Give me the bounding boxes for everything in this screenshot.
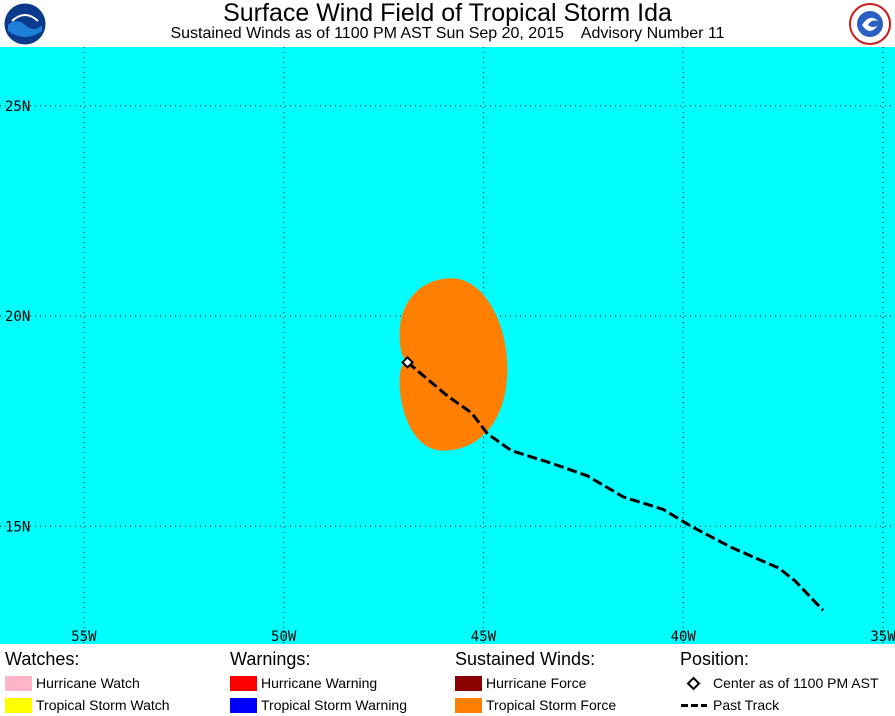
lon-label: 50W [271,629,297,644]
lat-label: 25N [5,99,30,115]
legend-watches: Watches: Hurricane Watch Tropical Storm … [5,648,170,716]
legend-item-tropical-storm-watch: Tropical Storm Watch [5,694,170,716]
legend-sustained-winds: Sustained Winds: Hurricane Force Tropica… [455,648,616,716]
legend-position: Position: Center as of 1100 PM AST Past … [680,648,879,716]
legend-label: Hurricane Warning [261,675,378,691]
lon-label: 55W [71,629,97,644]
legend-item-hurricane-warning: Hurricane Warning [230,672,407,694]
track-layer [401,355,825,612]
gridlines [0,47,895,644]
swatch-hurricane-force [455,675,482,691]
legend-label: Tropical Storm Warning [261,697,408,713]
legend-heading-watches: Watches: [5,649,80,669]
page-title: Surface Wind Field of Tropical Storm Ida [223,0,672,27]
noaa-logo [4,3,46,45]
lon-label: 40W [671,629,697,644]
storm-center-diamond [401,355,414,369]
legend-warnings: Warnings: Hurricane Warning Tropical Sto… [230,648,407,716]
swatch-hurricane-warning [230,675,257,691]
legend-item-tropical-storm-warning: Tropical Storm Warning [230,694,407,716]
swatch-tropical-storm-watch [5,697,32,713]
legend: Watches: Hurricane Watch Tropical Storm … [0,644,895,716]
legend-item-hurricane-force: Hurricane Force [455,672,616,694]
legend-heading-position: Position: [680,649,750,669]
legend-item-tropical-storm-force: Tropical Storm Force [455,694,616,716]
legend-label: Center as of 1100 PM AST [713,675,879,691]
past-track-line [406,361,825,612]
page-subtitle: Sustained Winds as of 1100 PM AST Sun Se… [170,25,725,42]
swatch-hurricane-watch [5,675,32,691]
swatch-tropical-storm-force [455,697,482,713]
header: Surface Wind Field of Tropical Storm Ida… [0,0,895,46]
legend-label: Hurricane Watch [36,675,140,691]
dashed-line-icon [680,698,707,713]
lon-label: 35W [870,629,895,644]
legend-heading-warnings: Warnings: [230,649,311,669]
legend-label: Tropical Storm Watch [36,697,170,713]
legend-label: Tropical Storm Force [486,697,617,713]
wind-field-layer [399,278,508,451]
map-panel: 25N 20N 15N 55W 50W 45W 40W 35W [0,47,895,644]
legend-item-center: Center as of 1100 PM AST [680,672,879,694]
legend-item-past-track: Past Track [680,694,879,716]
lon-label: 45W [471,629,497,644]
legend-label: Past Track [713,697,780,713]
legend-item-hurricane-watch: Hurricane Watch [5,672,170,694]
labels-layer: 25N 20N 15N 55W 50W 45W 40W 35W [5,99,895,644]
legend-label: Hurricane Force [486,675,587,691]
lat-label: 20N [5,309,30,325]
lat-label: 15N [5,519,30,535]
map-canvas: 25N 20N 15N 55W 50W 45W 40W 35W [0,47,895,644]
nws-logo [849,3,891,45]
diamond-icon [680,676,707,691]
legend-heading-winds: Sustained Winds: [455,649,596,669]
swatch-tropical-storm-warning [230,697,257,713]
tropical-storm-wind-field [399,278,508,451]
